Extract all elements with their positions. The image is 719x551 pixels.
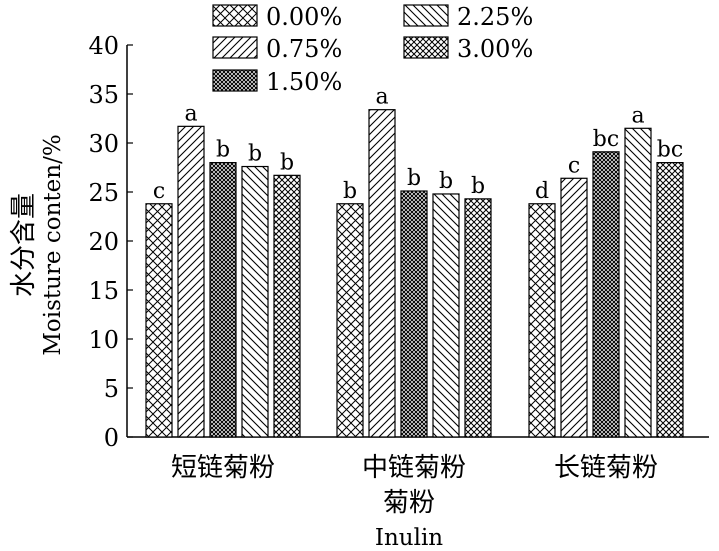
bar xyxy=(241,165,269,438)
axes: 0 5 10 15 20 25 30 35 40 短链菊粉 中链菊粉 长链菊粉 xyxy=(88,32,709,483)
bar-significance-label: b xyxy=(280,150,294,175)
legend-swatch xyxy=(212,4,258,27)
legend-swatch xyxy=(403,36,449,59)
bar xyxy=(273,174,301,438)
bar xyxy=(368,109,396,438)
x-axis-title: 菊粉 xyxy=(383,488,435,518)
y-tick-label: 5 xyxy=(104,375,119,403)
bar xyxy=(560,177,588,438)
legend-label: 3.00% xyxy=(457,35,533,63)
bar xyxy=(656,162,684,438)
legend-swatch xyxy=(212,69,258,92)
bar-significance-label: b xyxy=(248,142,262,167)
bar xyxy=(177,125,205,438)
bar xyxy=(145,203,173,438)
bar-significance-label: b xyxy=(439,169,453,194)
category-label: 中链菊粉 xyxy=(362,453,466,483)
y-axis-title-english: Moisture conten/% xyxy=(40,134,66,355)
bar-significance-label: b xyxy=(216,138,230,163)
bar xyxy=(209,162,237,438)
y-axis-title: 水分含量 xyxy=(9,193,39,297)
y-tick-label: 30 xyxy=(88,130,119,158)
bar-significance-label: c xyxy=(153,179,165,204)
legend-swatch xyxy=(212,36,258,59)
legend-swatch xyxy=(403,4,449,27)
bar-significance-label: bc xyxy=(593,127,619,152)
y-tick-label: 35 xyxy=(88,81,119,109)
y-tick-label: 0 xyxy=(104,424,119,452)
bar-significance-label: b xyxy=(471,174,485,199)
bar xyxy=(528,203,556,438)
bar-significance-label: b xyxy=(343,179,357,204)
bar xyxy=(432,193,460,438)
y-tick-label: 40 xyxy=(88,32,119,60)
bar-significance-label: a xyxy=(631,103,644,128)
x-axis-title-english: Inulin xyxy=(375,525,443,551)
bar xyxy=(464,198,492,438)
category-label: 长链菊粉 xyxy=(554,453,658,483)
legend-label: 0.00% xyxy=(266,3,342,31)
y-tick-label: 15 xyxy=(88,277,119,305)
bar xyxy=(592,151,620,438)
bar-significance-label: b xyxy=(407,166,421,191)
bar-significance-label: a xyxy=(375,85,388,110)
y-tick-label: 10 xyxy=(88,326,119,354)
y-tick-label: 20 xyxy=(88,228,119,256)
legend-label: 1.50% xyxy=(266,68,342,96)
legend-label: 2.25% xyxy=(457,3,533,31)
y-tick-label: 25 xyxy=(88,179,119,207)
bar-significance-label: a xyxy=(184,101,197,126)
bar xyxy=(624,127,652,438)
bar-significance-label: c xyxy=(568,153,580,178)
category-label: 短链菊粉 xyxy=(171,453,275,483)
legend-label: 0.75% xyxy=(266,35,342,63)
bar-significance-label: d xyxy=(535,179,549,204)
bar-significance-label: bc xyxy=(657,138,683,163)
bar xyxy=(400,190,428,438)
bar xyxy=(336,203,364,438)
legend: 0.00% 0.75% 1.50% 2.25% 3.00% xyxy=(212,3,533,96)
